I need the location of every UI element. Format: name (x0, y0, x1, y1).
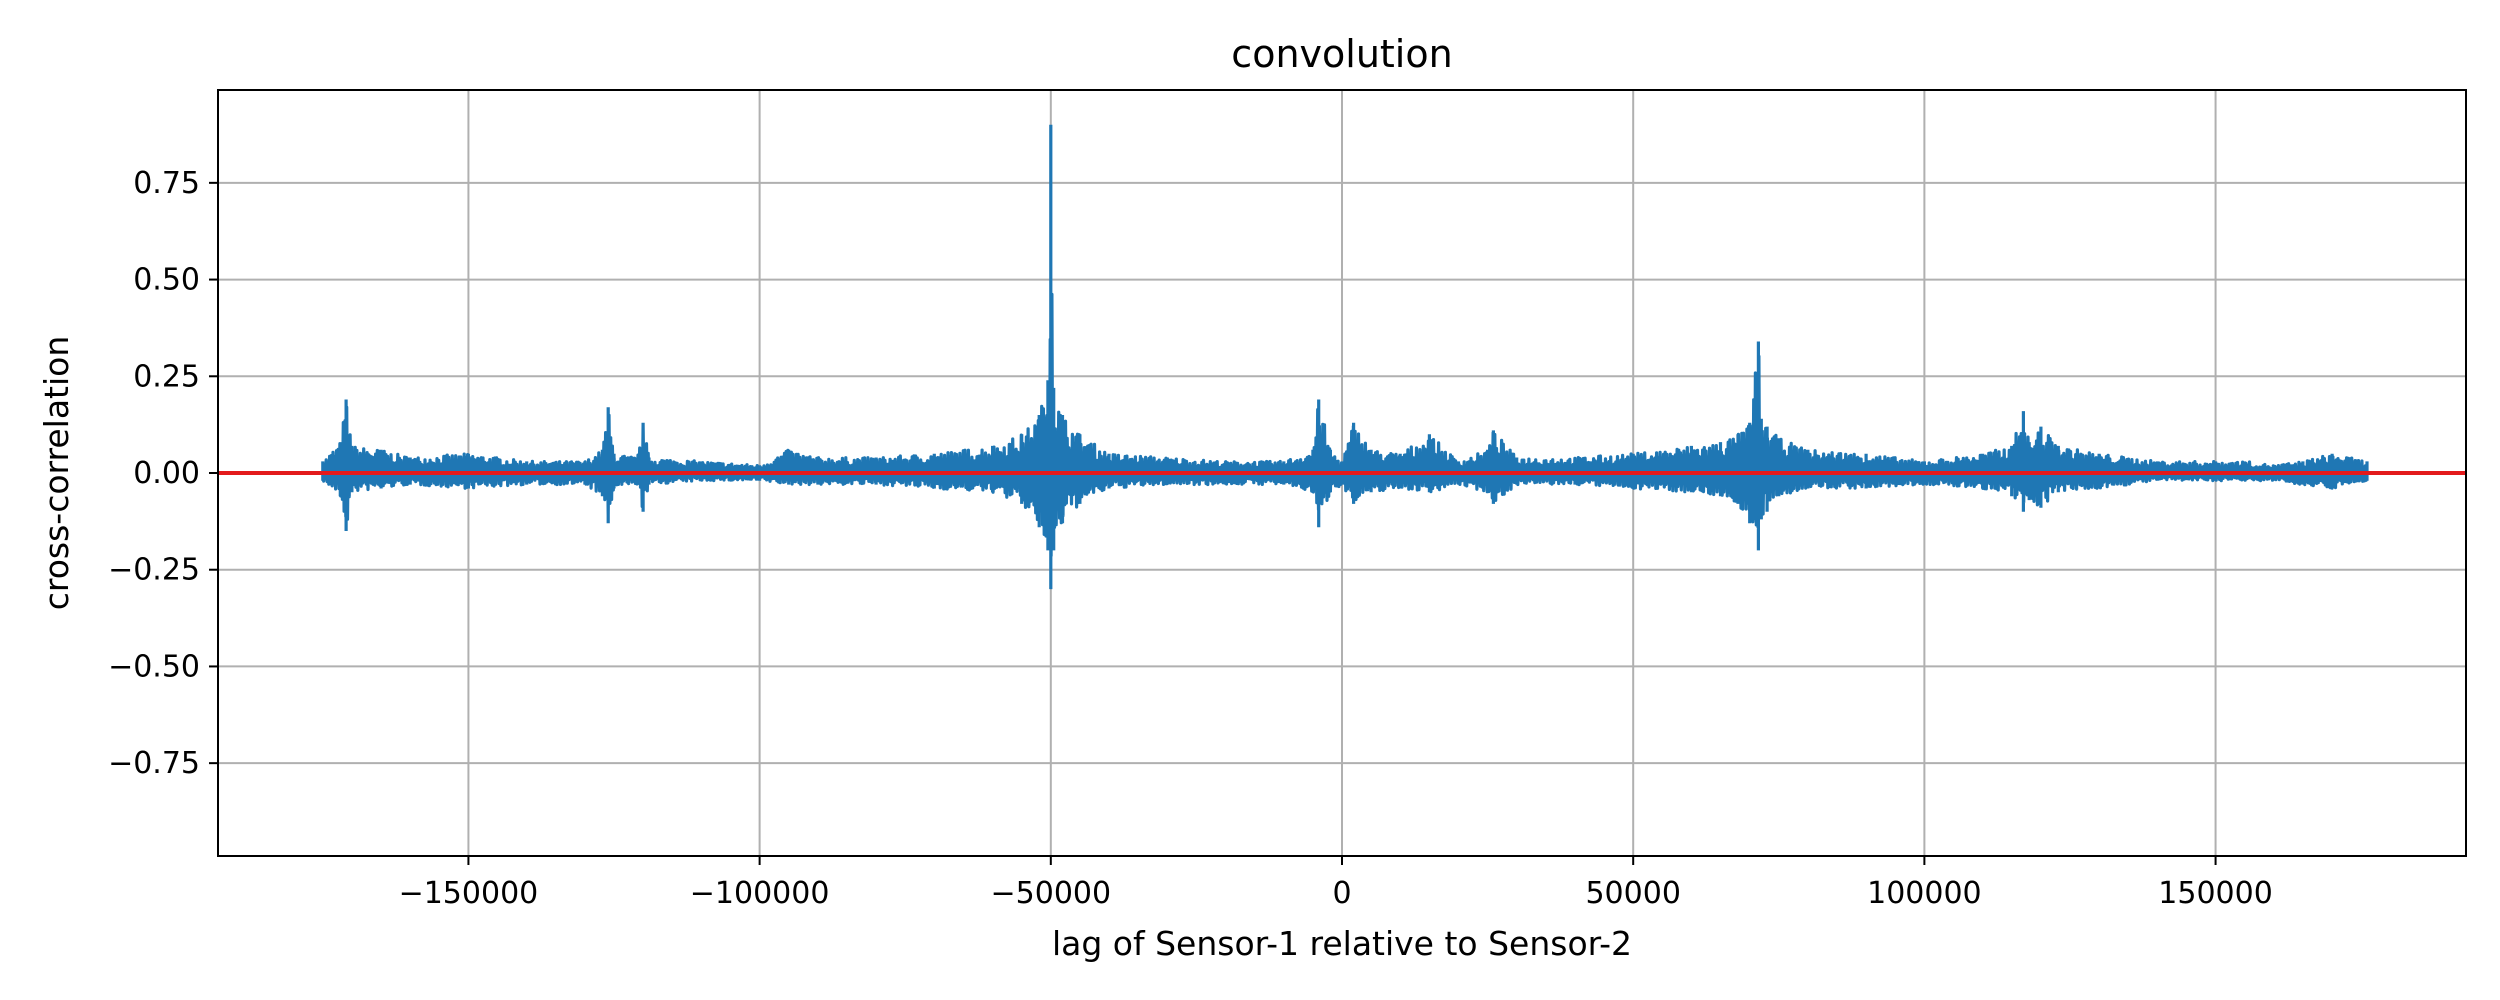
x-tick-label: −50000 (991, 876, 1112, 911)
plot-area (218, 124, 2466, 590)
y-tick-label: 0.25 (133, 359, 200, 394)
x-tick-label: 150000 (2158, 876, 2273, 911)
y-tick-label: −0.25 (108, 553, 200, 588)
chart-title: convolution (1231, 32, 1452, 76)
x-tick-label: 0 (1332, 876, 1351, 911)
y-tick-label: 0.50 (133, 263, 200, 298)
x-axis-label: lag of Sensor-1 relative to Sensor-2 (1052, 924, 1632, 963)
x-tick-label: 100000 (1867, 876, 1982, 911)
y-tick-label: −0.75 (108, 746, 200, 781)
x-tick-label: −100000 (690, 876, 830, 911)
plot-frame (217, 89, 2467, 857)
y-tick-label: 0.75 (133, 166, 200, 201)
y-tick-label: −0.50 (108, 649, 200, 684)
x-tick-label: −150000 (399, 876, 539, 911)
ticks: −150000 −100000 −50000 0 50000 100000 150000 0.… (108, 166, 2273, 911)
y-tick-label: 0.00 (133, 456, 200, 491)
x-tick-label: 50000 (1585, 876, 1680, 911)
y-axis-label: cross-correlation (37, 336, 76, 611)
